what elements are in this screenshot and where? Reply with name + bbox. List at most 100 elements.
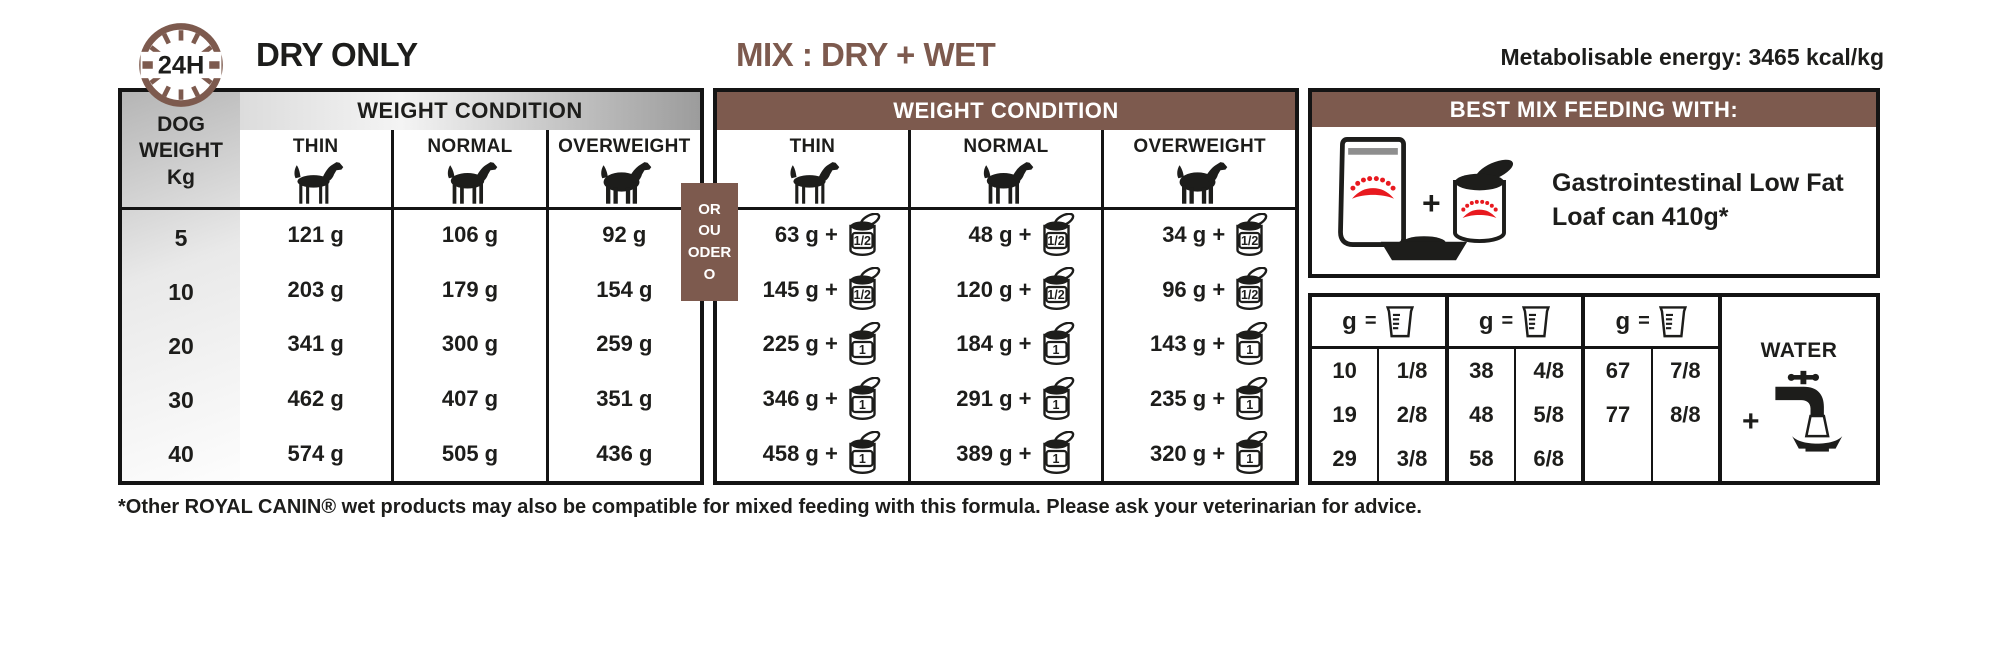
- mix-value-cell: 389 g + 1: [938, 431, 1075, 476]
- dry-value-cell: 259 g: [596, 331, 653, 357]
- condition-normal: NORMAL: [391, 130, 545, 208]
- mix-value-cell: 291 g + 1: [938, 377, 1075, 422]
- conversion-header: g =: [1448, 297, 1582, 349]
- condition-labels-row: THIN NORMAL OVERWEIGHT: [717, 130, 1295, 208]
- water-label: WATER: [1760, 339, 1838, 362]
- product-line: Gastrointestinal Low Fat: [1552, 168, 1844, 197]
- dry-amount: 458 g +: [762, 440, 838, 466]
- can-fraction: 1/2: [1047, 233, 1065, 248]
- cup-fraction-cell: 6/8: [1533, 446, 1564, 471]
- clock-label: 24H: [158, 51, 205, 79]
- dry-amount: 48 g +: [968, 222, 1032, 248]
- condition-label: NORMAL: [963, 136, 1049, 157]
- gram-to-cup-conversion-table: g = 10 19 29 1/8 2/8 3/8 g =: [1308, 293, 1880, 485]
- table-rule: [122, 207, 700, 210]
- condition-overweight: OVERWEIGHT: [545, 130, 700, 208]
- dry-value-cell: 154 g: [596, 276, 653, 302]
- wet-can-product-icon: [1448, 153, 1518, 253]
- mix-product-icons: +: [1330, 131, 1540, 271]
- dry-amount: 120 g +: [956, 276, 1032, 302]
- gram-label: g: [1342, 307, 1357, 335]
- condition-label: THIN: [789, 136, 836, 157]
- dry-amount: 346 g +: [762, 386, 838, 412]
- dog-normal-icon: [975, 159, 1037, 205]
- can-fraction: 1: [858, 397, 866, 412]
- dog-weight-line: WEIGHT: [139, 139, 223, 163]
- mix-value-cell: 120 g + 1/2: [938, 267, 1075, 312]
- mix-value-cell: 225 g + 1: [744, 322, 881, 367]
- dry-value-cell: 203 g: [287, 276, 344, 302]
- condition-thin: THIN: [717, 130, 908, 208]
- best-mix-header: BEST MIX FEEDING WITH:: [1312, 92, 1876, 127]
- weight-condition-header: WEIGHT CONDITION: [717, 92, 1295, 130]
- dry-only-title: DRY ONLY: [256, 36, 418, 73]
- dry-value-cell: 300 g: [441, 331, 499, 357]
- dog-weight-column: DOG WEIGHT Kg 5 10 20 30 40: [122, 92, 240, 481]
- mix-title: MIX : DRY + WET: [736, 36, 996, 73]
- gram-cell: [1585, 437, 1650, 481]
- condition-overweight: OVERWEIGHT: [1101, 130, 1295, 208]
- dog-weight-line: DOG: [157, 113, 205, 137]
- mix-value-cell: 346 g + 1: [744, 377, 881, 422]
- condition-label: OVERWEIGHT: [558, 136, 691, 157]
- dry-value-cell: 574 g: [287, 440, 344, 466]
- can-fraction: 1: [858, 452, 866, 467]
- or-separator-box: OR OU ODER O: [681, 183, 738, 301]
- gram-label: g: [1615, 307, 1631, 335]
- product-line: Loaf can 410g*: [1552, 202, 1729, 231]
- measuring-cup-icon: [1385, 304, 1415, 340]
- dog-overweight-icon: [593, 159, 655, 205]
- measuring-cup-icon: [1658, 304, 1688, 340]
- dry-value-cell: 92 g: [602, 222, 647, 248]
- best-mix-product-name: Gastrointestinal Low Fat Loaf can 410g*: [1540, 167, 1844, 235]
- can-fraction: 1/2: [1240, 288, 1259, 303]
- dog-thin-icon: [285, 159, 347, 205]
- condition-normal: NORMAL: [907, 130, 1102, 208]
- dog-weight-line: Kg: [167, 165, 195, 189]
- can-fraction: 1/2: [1047, 288, 1065, 303]
- dry-values: 121 g 203 g 341 g 462 g 574 g 106 g 179 …: [240, 208, 700, 481]
- dry-value-cell: 351 g: [596, 386, 653, 412]
- or-line: O: [703, 265, 716, 283]
- dry-value-cell: 505 g: [441, 440, 499, 466]
- weight-condition-header: WEIGHT CONDITION: [240, 92, 700, 130]
- 24h-clock-icon: 24H: [139, 23, 223, 107]
- cup-fraction-cell: 3/8: [1396, 446, 1428, 471]
- can-fraction: 1: [1246, 342, 1254, 357]
- cup-fraction-cell: 4/8: [1533, 358, 1564, 383]
- measuring-cup-icon: [1521, 304, 1551, 340]
- dry-amount: 145 g +: [762, 276, 838, 302]
- mix-value-cell: 235 g + 1: [1131, 377, 1268, 422]
- mix-value-cell: 184 g + 1: [938, 322, 1075, 367]
- mix-value-cell: 143 g + 1: [1131, 322, 1268, 367]
- dry-amount: 184 g +: [956, 331, 1032, 357]
- mix-value-cell: 320 g + 1: [1131, 431, 1268, 476]
- cup-fraction-cell: 8/8: [1670, 402, 1701, 427]
- dry-value-cell: 436 g: [596, 440, 653, 466]
- or-line: OR: [698, 200, 721, 218]
- gram-cell: 19: [1332, 402, 1357, 427]
- conversion-header: g =: [1585, 297, 1719, 349]
- mix-value-cell: 96 g + 1/2: [1131, 267, 1268, 312]
- mix-value-cell: 34 g + 1/2: [1131, 213, 1268, 258]
- dry-amount: 320 g +: [1149, 440, 1226, 466]
- can-fraction: 1: [1246, 452, 1254, 467]
- kibble-bag-icon: [1330, 135, 1416, 249]
- dog-weight-header: DOG WEIGHT Kg: [122, 92, 240, 211]
- equals-sign: =: [1364, 310, 1377, 332]
- cup-fraction-cell: 1/8: [1396, 358, 1428, 383]
- condition-thin: THIN: [240, 130, 391, 208]
- gram-cell: 48: [1469, 402, 1494, 427]
- condition-label: OVERWEIGHT: [1133, 136, 1266, 157]
- weight-cell: 10: [168, 278, 194, 305]
- gram-cell: 58: [1469, 446, 1494, 471]
- conversion-group: g = 38 48 58 4/8 5/8 6/8: [1444, 297, 1582, 481]
- equals-sign: =: [1501, 310, 1514, 332]
- cup-fraction-cell: 5/8: [1533, 402, 1564, 427]
- water-column: WATER +: [1718, 297, 1876, 481]
- dry-amount: 225 g +: [762, 331, 838, 357]
- dry-value-cell: 106 g: [441, 222, 499, 248]
- conversion-group: g = 67 77 7/8 8/8: [1581, 297, 1719, 481]
- weight-cell: 30: [168, 386, 194, 413]
- condition-labels-row: THIN NORMAL OVERWEIGHT: [240, 130, 700, 208]
